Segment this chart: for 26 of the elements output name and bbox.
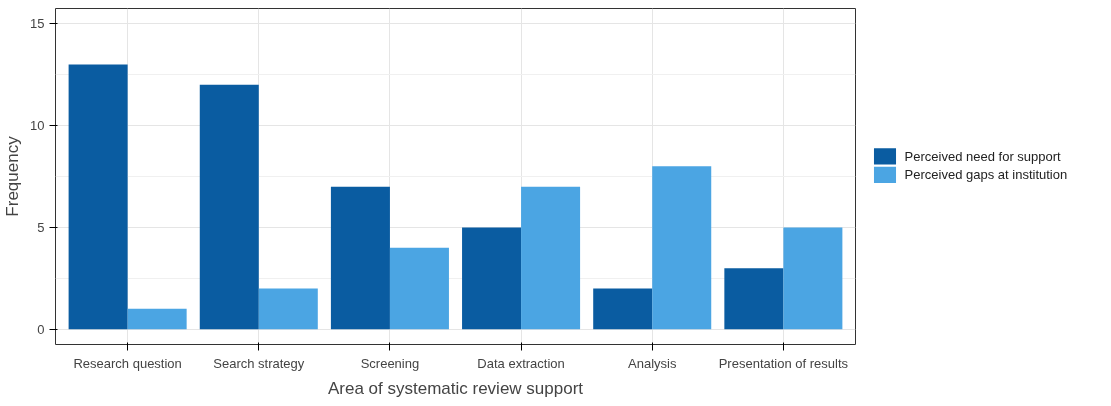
y-axis-title: Frequency — [3, 135, 23, 217]
y-tick-label: 0 — [37, 321, 45, 337]
x-tick-label: Research question — [73, 355, 182, 371]
x-tick-label: Analysis — [628, 355, 677, 371]
bar — [199, 84, 259, 330]
bar — [652, 166, 712, 330]
x-tick-label: Presentation of results — [718, 355, 849, 371]
x-tick-label: Search strategy — [213, 355, 305, 371]
bar — [521, 186, 581, 330]
bar — [593, 288, 653, 330]
bar — [258, 288, 318, 330]
y-tick-label: 15 — [30, 16, 45, 32]
x-axis-title: Area of systematic review support — [327, 378, 584, 398]
bar — [127, 308, 187, 330]
y-tick-label: 5 — [37, 219, 45, 235]
legend-label: Perceived need for support — [904, 148, 1062, 164]
x-tick-label: Data extraction — [477, 355, 565, 371]
x-tick-label: Screening — [360, 355, 420, 371]
bar — [783, 227, 843, 330]
bar — [462, 227, 522, 330]
bar — [724, 268, 784, 330]
bar — [68, 64, 128, 330]
legend-label: Perceived gaps at institution — [904, 167, 1068, 183]
bar — [330, 186, 390, 330]
y-tick-label: 10 — [30, 118, 45, 134]
bar — [389, 247, 449, 330]
